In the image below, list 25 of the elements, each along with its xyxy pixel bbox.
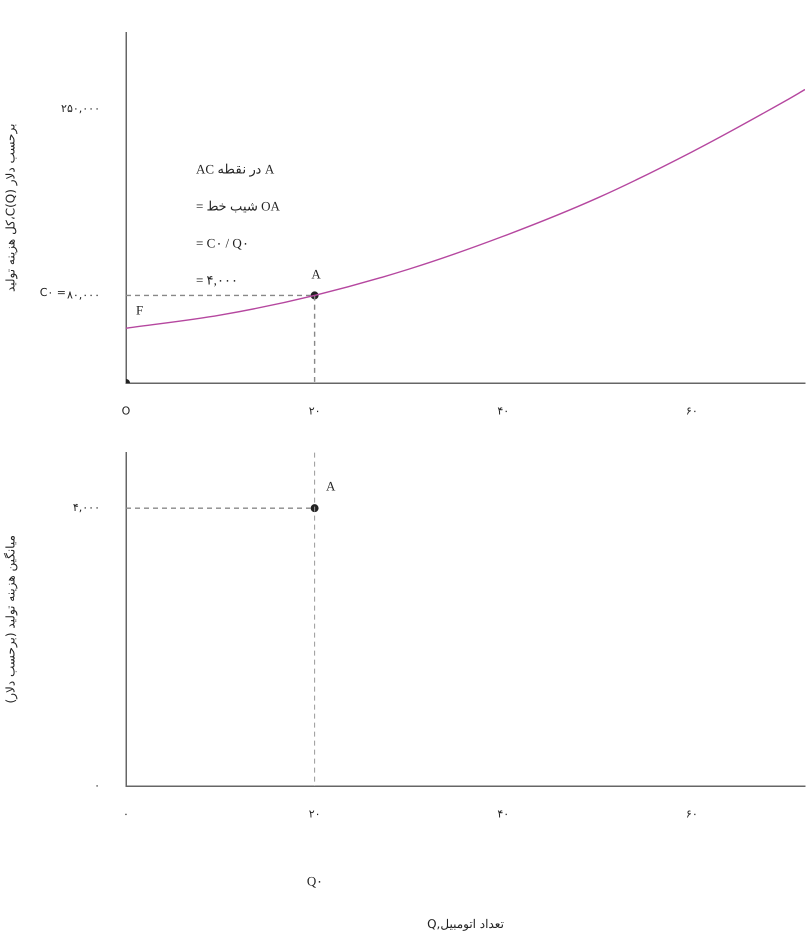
x-tick-label: O — [122, 404, 131, 418]
annotation: = ۴,۰۰۰ — [196, 272, 238, 288]
annotation: A — [326, 478, 336, 494]
y-tick-label: ۴,۰۰۰ — [72, 501, 100, 514]
text: Q۰ — [306, 873, 324, 888]
y-axis-title: کل هزینه تولید،C(Q) برحسب دلار — [3, 124, 18, 292]
y-tick-label: ۸۰,۰۰۰ — [66, 288, 100, 302]
x-tick-label: ۶۰ — [686, 807, 698, 820]
x-tick-label: ۴۰ — [497, 404, 510, 418]
annotation: AC در نقطه A — [196, 161, 275, 178]
x-tick-label: ۴۰ — [497, 807, 510, 820]
x-tick-label: ۶۰ — [686, 404, 698, 418]
x-tick-label: ۲۰ — [308, 404, 321, 418]
line-series — [126, 88, 805, 329]
text: C۰ = — [40, 286, 66, 299]
y-tick-label: ۰ — [94, 778, 100, 792]
y-tick-label: ۲۵۰,۰۰۰ — [61, 102, 100, 116]
annotation: = شیب خط OA — [196, 198, 280, 214]
y-axis-title: میانگین هزینه تولید (برحسب دلار) — [3, 535, 18, 704]
x-tick-label: ۲۰ — [308, 807, 321, 820]
annotation: = C۰ / Q۰ — [196, 235, 249, 250]
annotation: A — [311, 266, 322, 282]
x-tick-label: ۰ — [123, 807, 129, 820]
annotation: F — [136, 302, 144, 318]
x-axis-title: Q,تعداد اتومبیل — [427, 916, 504, 931]
